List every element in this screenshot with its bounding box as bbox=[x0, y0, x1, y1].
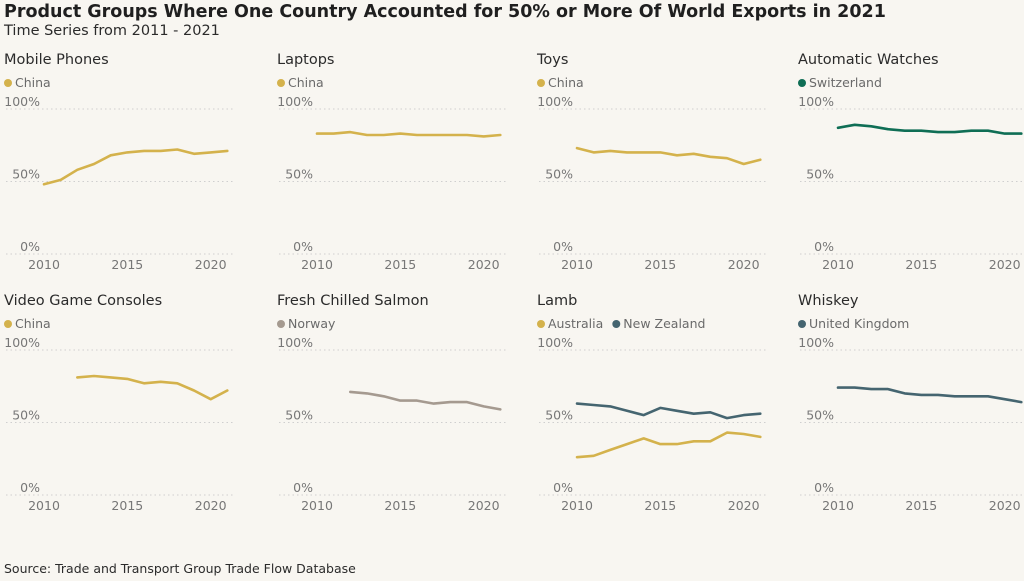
x-tick-label: 2020 bbox=[728, 498, 760, 513]
x-tick-label: 2010 bbox=[301, 498, 333, 513]
chart-main-title: Product Groups Where One Country Account… bbox=[4, 2, 886, 22]
y-tick-label: 100% bbox=[4, 94, 40, 109]
chart-panel: Toys China 0% 50% 100% 2010 2015 2020 bbox=[536, 52, 767, 272]
legend-label: China bbox=[548, 75, 584, 90]
x-tick-label: 2015 bbox=[905, 498, 937, 513]
x-tick-label: 2010 bbox=[28, 257, 60, 272]
y-tick-label: 100% bbox=[537, 335, 573, 350]
chart-panel: Lamb Australia New Zealand 0% 50% 100% 2010 201… bbox=[537, 293, 767, 513]
chart-panel: Fresh Chilled Salmon Norway 0% 50% 100% 2010 2… bbox=[277, 293, 507, 513]
legend-dot-icon bbox=[4, 79, 12, 87]
legend-label: China bbox=[15, 316, 51, 331]
x-tick-label: 2010 bbox=[561, 257, 593, 272]
series-line bbox=[315, 130, 502, 138]
x-tick-label: 2010 bbox=[822, 498, 854, 513]
legend-label: New Zealand bbox=[623, 316, 705, 331]
x-tick-label: 2015 bbox=[644, 257, 676, 272]
series-line bbox=[42, 148, 229, 186]
chart-panel: Video Game Consoles China 0% 50% 100% 2010 201… bbox=[4, 293, 234, 513]
source-note: Source: Trade and Transport Group Trade … bbox=[4, 561, 356, 576]
y-tick-label: 0% bbox=[553, 239, 573, 254]
y-tick-label: 50% bbox=[545, 408, 573, 423]
series-line bbox=[349, 390, 502, 411]
panel-title: Lamb bbox=[537, 293, 577, 309]
legend-dot-icon bbox=[612, 320, 621, 328]
x-tick-label: 2010 bbox=[28, 498, 60, 513]
x-tick-label: 2015 bbox=[905, 257, 937, 272]
legend-label: Australia bbox=[548, 316, 603, 331]
panel-title: Laptops bbox=[277, 52, 334, 68]
legend-dot-icon bbox=[537, 79, 545, 87]
panel-title: Whiskey bbox=[798, 293, 859, 309]
y-tick-label: 100% bbox=[277, 335, 313, 350]
chart-panel: Whiskey United Kingdom 0% 50% 100% 2010 2015 20… bbox=[798, 293, 1024, 513]
chart-panel: Laptops China 0% 50% 100% 2010 2015 2020 bbox=[277, 52, 507, 272]
y-tick-label: 50% bbox=[285, 408, 313, 423]
x-tick-label: 2010 bbox=[301, 257, 333, 272]
x-tick-label: 2020 bbox=[989, 257, 1021, 272]
legend-dot-icon bbox=[798, 320, 806, 328]
legend-label: United Kingdom bbox=[809, 316, 909, 331]
series-line bbox=[76, 374, 229, 401]
y-tick-label: 0% bbox=[553, 480, 573, 495]
panel-title: Mobile Phones bbox=[4, 52, 109, 68]
x-tick-label: 2020 bbox=[195, 257, 227, 272]
x-tick-label: 2020 bbox=[728, 257, 760, 272]
y-tick-label: 50% bbox=[545, 167, 573, 182]
x-tick-label: 2020 bbox=[989, 498, 1021, 513]
y-tick-label: 0% bbox=[20, 480, 40, 495]
x-tick-label: 2020 bbox=[195, 498, 227, 513]
x-tick-label: 2015 bbox=[384, 257, 416, 272]
panel-title: Toys bbox=[536, 52, 568, 68]
legend-label: Switzerland bbox=[809, 75, 882, 90]
legend-label: Norway bbox=[288, 316, 336, 331]
y-tick-label: 50% bbox=[806, 408, 834, 423]
y-tick-label: 50% bbox=[12, 167, 40, 182]
y-tick-label: 100% bbox=[798, 94, 834, 109]
y-tick-label: 0% bbox=[20, 239, 40, 254]
y-tick-label: 0% bbox=[814, 480, 834, 495]
panel-title: Automatic Watches bbox=[798, 52, 939, 68]
panel-title: Fresh Chilled Salmon bbox=[277, 293, 429, 309]
x-tick-label: 2020 bbox=[468, 257, 500, 272]
y-tick-label: 50% bbox=[806, 167, 834, 182]
x-tick-label: 2015 bbox=[644, 498, 676, 513]
series-line bbox=[836, 386, 1023, 404]
legend-label: China bbox=[15, 75, 51, 90]
y-tick-label: 50% bbox=[12, 408, 40, 423]
series-line bbox=[575, 146, 762, 166]
legend-dot-icon bbox=[537, 320, 545, 328]
chart-panel: Automatic Watches Switzerland 0% 50% 100% 201… bbox=[798, 52, 1024, 272]
x-tick-label: 2010 bbox=[561, 498, 593, 513]
x-tick-label: 2015 bbox=[384, 498, 416, 513]
legend-dot-icon bbox=[798, 79, 806, 87]
y-tick-label: 100% bbox=[4, 335, 40, 350]
legend-dot-icon bbox=[277, 79, 285, 87]
y-tick-label: 0% bbox=[293, 239, 313, 254]
x-tick-label: 2015 bbox=[111, 257, 143, 272]
x-tick-label: 2020 bbox=[468, 498, 500, 513]
series-line bbox=[575, 431, 762, 459]
y-tick-label: 100% bbox=[798, 335, 834, 350]
chart-subtitle: Time Series from 2011 - 2021 bbox=[4, 23, 220, 39]
legend-dot-icon bbox=[4, 320, 12, 328]
y-tick-label: 100% bbox=[277, 94, 313, 109]
y-tick-label: 0% bbox=[293, 480, 313, 495]
x-tick-label: 2015 bbox=[111, 498, 143, 513]
y-tick-label: 0% bbox=[814, 239, 834, 254]
chart-panel: Mobile Phones China 0% 50% 100% 2010 2015 2020 bbox=[4, 52, 234, 272]
panel-title: Video Game Consoles bbox=[4, 293, 162, 309]
legend-label: China bbox=[288, 75, 324, 90]
series-line bbox=[575, 402, 762, 420]
series-line bbox=[836, 123, 1023, 135]
legend-dot-icon bbox=[277, 320, 285, 328]
y-tick-label: 50% bbox=[285, 167, 313, 182]
x-tick-label: 2010 bbox=[822, 257, 854, 272]
y-tick-label: 100% bbox=[537, 94, 573, 109]
